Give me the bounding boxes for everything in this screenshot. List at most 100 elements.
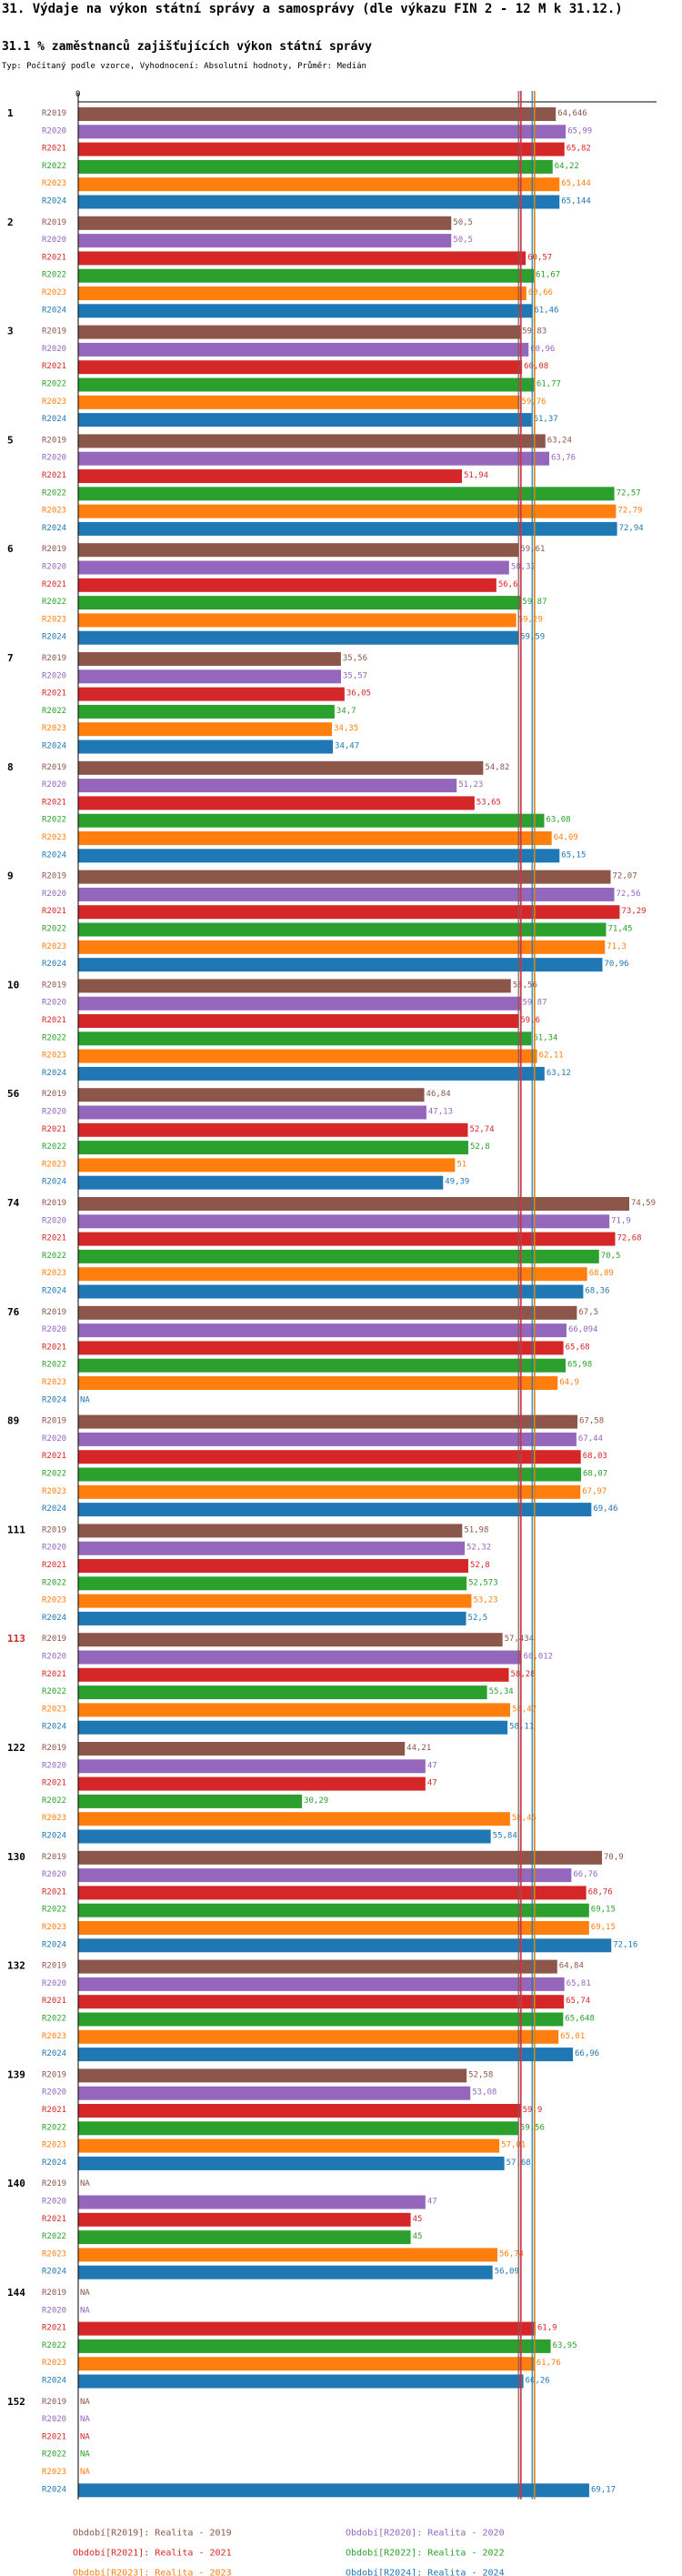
data-label: 62,11 xyxy=(539,1052,564,1061)
bar xyxy=(78,159,553,174)
bar xyxy=(78,2086,471,2100)
bar xyxy=(78,1868,572,1883)
bar xyxy=(78,596,521,610)
bar xyxy=(78,1594,472,1608)
series-tick-label: R2022 xyxy=(42,1142,66,1152)
bar xyxy=(78,177,560,192)
data-label: 73,29 xyxy=(621,907,646,916)
series-tick-label: R2023 xyxy=(42,2359,66,2368)
bar xyxy=(78,360,523,375)
data-label: 34,35 xyxy=(334,724,358,733)
bar xyxy=(78,1197,629,1211)
data-label: 65,68 xyxy=(566,1343,590,1352)
bar xyxy=(78,2012,564,2027)
series-tick-label: R2019 xyxy=(42,2179,66,2189)
series-tick-label: R2020 xyxy=(42,999,66,1008)
bar xyxy=(78,1284,584,1299)
bar xyxy=(78,1611,466,1625)
data-label: 60,96 xyxy=(530,345,555,354)
data-label: 64,646 xyxy=(557,109,587,118)
series-tick-label: R2021 xyxy=(42,1561,66,1570)
series-tick-label: R2021 xyxy=(42,689,66,699)
bar xyxy=(78,887,615,901)
legend-item: Období[R2023]: Realita - 2023 xyxy=(73,2568,232,2576)
series-tick-label: R2023 xyxy=(42,1923,66,1932)
bar xyxy=(78,413,532,428)
data-label: 34,7 xyxy=(336,707,356,716)
bar xyxy=(78,1484,581,1499)
bar xyxy=(78,1014,519,1028)
series-tick-label: R2019 xyxy=(42,1090,66,1099)
series-tick-label: R2022 xyxy=(42,925,66,934)
series-tick-label: R2023 xyxy=(42,724,66,733)
series-tick-label: R2022 xyxy=(42,2450,66,2460)
data-label: 56,6 xyxy=(498,580,518,589)
series-tick-label: R2024 xyxy=(42,306,66,315)
series-tick-label: R2020 xyxy=(42,1761,66,1770)
bar xyxy=(78,958,603,972)
series-tick-label: R2024 xyxy=(42,850,66,860)
group-label: 5 xyxy=(7,434,14,446)
data-label: 65,144 xyxy=(561,197,591,206)
group-label: 9 xyxy=(7,870,14,882)
series-tick-label: R2021 xyxy=(42,1452,66,1461)
series-tick-label: R2020 xyxy=(42,1434,66,1444)
bar xyxy=(78,1358,567,1373)
data-label: 67,5 xyxy=(578,1308,598,1317)
bar xyxy=(78,1267,587,1282)
data-label: 72,07 xyxy=(613,872,637,881)
series-tick-label: R2019 xyxy=(42,763,66,772)
bar xyxy=(78,870,611,884)
series-tick-label: R2023 xyxy=(42,942,66,951)
series-tick-label: R2024 xyxy=(42,960,66,969)
series-tick-label: R2019 xyxy=(42,218,66,227)
series-tick-label: R2022 xyxy=(42,1906,66,1915)
bar xyxy=(78,831,552,845)
series-tick-label: R2024 xyxy=(42,1723,66,1732)
series-tick-label: R2021 xyxy=(42,1016,66,1025)
bar xyxy=(78,287,527,300)
series-tick-label: R2020 xyxy=(42,2306,66,2315)
series-tick-label: R2022 xyxy=(42,1687,66,1696)
series-tick-label: R2020 xyxy=(42,2415,66,2424)
bar xyxy=(78,940,606,954)
data-label: 55,34 xyxy=(489,1687,514,1696)
series-tick-label: R2022 xyxy=(42,598,66,607)
bar xyxy=(78,142,565,156)
series-tick-label: R2022 xyxy=(42,1033,66,1042)
data-label: 63,12 xyxy=(547,1069,571,1078)
bar xyxy=(78,1921,589,1935)
data-label: 35,56 xyxy=(343,654,367,663)
group-label: 144 xyxy=(7,2287,25,2299)
group-label: 111 xyxy=(7,1524,25,1535)
bar xyxy=(78,1088,425,1102)
bar xyxy=(78,1776,426,1791)
bar xyxy=(78,2483,589,2498)
bar xyxy=(78,543,519,558)
data-label: 58,32 xyxy=(511,563,536,572)
bar xyxy=(78,1633,503,1647)
bar xyxy=(78,1850,603,1865)
bar xyxy=(78,1703,511,1717)
bar xyxy=(78,2156,505,2170)
na-label: NA xyxy=(80,2306,90,2315)
series-tick-label: R2021 xyxy=(42,1887,66,1897)
data-label: 51,94 xyxy=(464,471,488,480)
data-label: 61,34 xyxy=(533,1033,557,1042)
group-label: 140 xyxy=(7,2178,25,2189)
data-label: 69,46 xyxy=(593,1504,617,1514)
legend-item: Období[R2020]: Realita - 2020 xyxy=(346,2528,505,2539)
series-tick-label: R2020 xyxy=(42,780,66,790)
series-tick-label: R2019 xyxy=(42,2289,66,2298)
series-tick-label: R2019 xyxy=(42,1635,66,1644)
series-tick-label: R2019 xyxy=(42,981,66,990)
series-tick-label: R2024 xyxy=(42,1069,66,1078)
group-label: 122 xyxy=(7,1742,25,1754)
bar xyxy=(78,1066,545,1081)
data-label: 67,44 xyxy=(578,1434,603,1444)
bar xyxy=(78,125,567,139)
data-label: 52,8 xyxy=(470,1561,490,1570)
data-label: 61,76 xyxy=(537,2359,561,2368)
data-label: 47 xyxy=(427,1761,437,1770)
data-label: 58,56 xyxy=(513,981,537,990)
